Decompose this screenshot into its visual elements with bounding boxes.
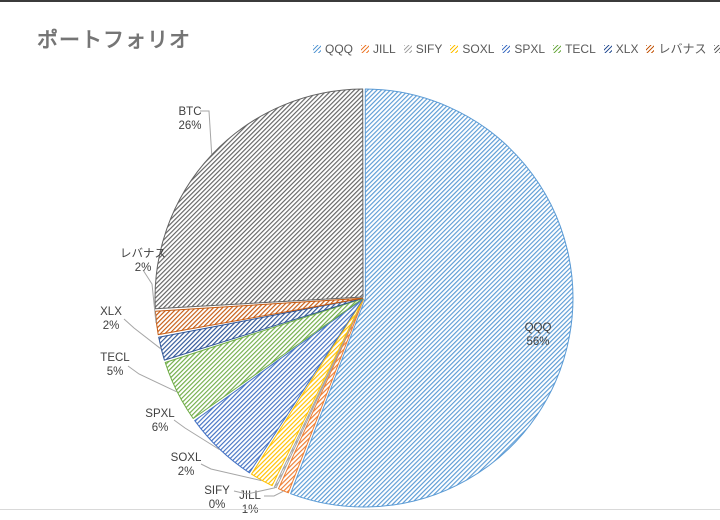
legend-swatch-レバナス [646,44,655,53]
slice-label-SPXL: SPXL 6% [145,408,175,434]
pie-slice-QQQ[interactable] [290,88,574,508]
slice-label-XLX: XLX 2% [100,306,122,332]
legend-label: SIFY [415,41,443,56]
legend-label: SOXL [462,41,495,56]
bottom-gridline [0,509,720,510]
legend-item-レバナス[interactable]: レバナス [646,40,706,57]
leader-line-SIFY [233,487,276,495]
legend-swatch-XLX [603,44,612,53]
leader-line-SPXL [173,419,220,450]
leader-line-TECL [127,365,177,393]
legend-item-QQQ[interactable]: QQQ [313,42,353,56]
slice-label-レバナス: レバナス 2% [120,247,166,274]
legend-item-BTC[interactable]: BTC [714,42,720,56]
pie-slice-SIFY[interactable] [273,298,364,489]
slice-label-JILL: JILL 1% [239,490,261,516]
legend-swatch-BTC [714,44,720,53]
legend-swatch-SIFY [403,44,412,53]
pie-slice-BTC[interactable] [154,88,364,310]
legend-label: QQQ [325,41,354,56]
chart-title: ポートフォリオ [37,29,191,52]
pie-slice-TECL[interactable] [164,298,364,419]
pie-slice-SOXL[interactable] [251,298,364,487]
legend-item-JILL[interactable]: JILL [361,42,396,56]
slice-label-QQQ: QQQ 56% [525,322,552,348]
legend-label: XLX [615,41,639,56]
leader-line-レバナス [142,269,157,324]
legend-swatch-TECL [553,44,562,53]
legend-label: JILL [373,41,396,56]
legend-swatch-JILL [361,44,370,53]
slice-label-TECL: TECL 5% [100,352,130,378]
leader-line-JILL [264,490,284,497]
legend: QQQ JILL SIFY SOXL SPXL TECL XLX レバナス BTC [313,40,720,57]
legend-label: レバナス [658,42,707,56]
legend-swatch-SPXL [502,44,511,53]
legend-label: SPXL [514,41,546,56]
slice-label-SOXL: SOXL 2% [171,452,202,478]
pie-slice-XLX[interactable] [158,297,364,361]
slice-label-SIFY: SIFY 0% [204,485,230,511]
legend-swatch-SOXL [450,44,459,53]
leader-line-BTC [200,110,213,155]
legend-item-SIFY[interactable]: SIFY [403,41,443,56]
slice-label-BTC: BTC 26% [178,106,201,132]
legend-swatch-QQQ [313,44,321,53]
legend-item-SOXL[interactable]: SOXL [450,42,494,56]
pie-slice-SPXL[interactable] [194,298,364,474]
pie-slice-JILL[interactable] [278,298,364,494]
legend-label: TECL [565,41,596,56]
window-top-edge [0,0,720,2]
leader-line-SOXL [200,463,262,482]
leader-line-XLX [123,318,162,350]
legend-item-SPXL[interactable]: SPXL [502,42,545,56]
legend-item-XLX[interactable]: XLX [603,41,639,56]
legend-item-TECL[interactable]: TECL [553,42,596,56]
